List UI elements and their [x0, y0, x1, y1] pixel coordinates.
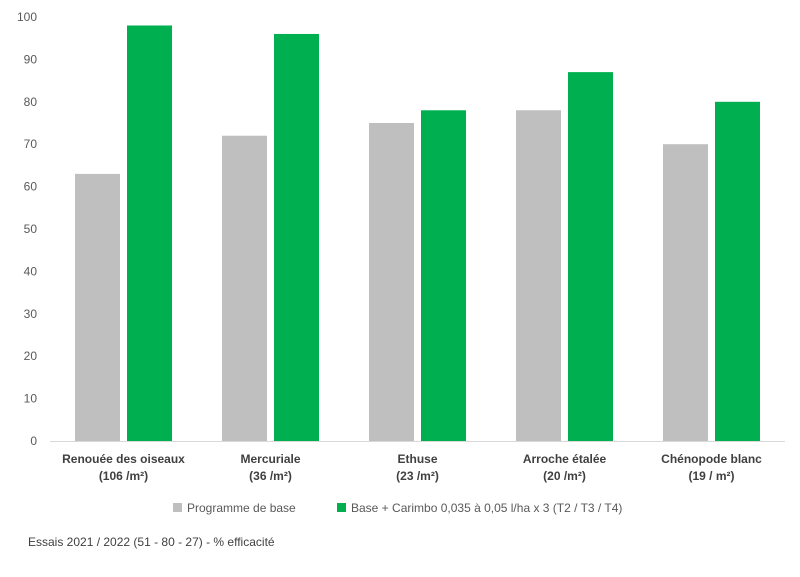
- category-label: Arroche étalée: [523, 452, 607, 466]
- y-tick-label: 50: [24, 222, 38, 236]
- bar-programme-de-base: [516, 110, 561, 441]
- bar-base-carimbo: [421, 110, 466, 441]
- bar-base-carimbo: [568, 72, 613, 442]
- y-tick-label: 0: [30, 434, 37, 448]
- y-tick-label: 90: [24, 52, 38, 66]
- category-label: Ethuse: [397, 452, 437, 466]
- y-tick-label: 40: [24, 264, 38, 278]
- y-tick-label: 70: [24, 137, 38, 151]
- category-density-label: (20 /m²): [543, 469, 586, 483]
- y-tick-label: 80: [24, 95, 38, 109]
- legend-swatch: [173, 503, 182, 512]
- category-label: Renouée des oiseaux: [62, 452, 185, 466]
- y-tick-label: 60: [24, 180, 38, 194]
- bar-programme-de-base: [663, 144, 708, 441]
- category-label: Mercuriale: [240, 452, 300, 466]
- y-tick-label: 10: [24, 392, 38, 406]
- category-density-label: (19 / m²): [688, 469, 734, 483]
- bar-programme-de-base: [222, 135, 267, 441]
- y-tick-label: 20: [24, 349, 38, 363]
- category-label: Chénopode blanc: [661, 452, 762, 466]
- legend-label: Programme de base: [187, 501, 296, 515]
- category-density-label: (23 /m²): [396, 469, 439, 483]
- y-tick-label: 100: [17, 10, 37, 24]
- bar-base-carimbo: [127, 25, 172, 441]
- bar-base-carimbo: [274, 33, 319, 442]
- bar-programme-de-base: [369, 123, 414, 441]
- footnote: Essais 2021 / 2022 (51 - 80 - 27) - % ef…: [28, 535, 275, 549]
- y-tick-label: 30: [24, 307, 38, 321]
- category-density-label: (36 /m²): [249, 469, 292, 483]
- bar-base-carimbo: [715, 101, 760, 442]
- legend-label: Base + Carimbo 0,035 à 0,05 l/ha x 3 (T2…: [351, 501, 622, 515]
- legend-swatch: [337, 503, 346, 512]
- bar-programme-de-base: [75, 173, 120, 441]
- category-density-label: (106 /m²): [99, 469, 148, 483]
